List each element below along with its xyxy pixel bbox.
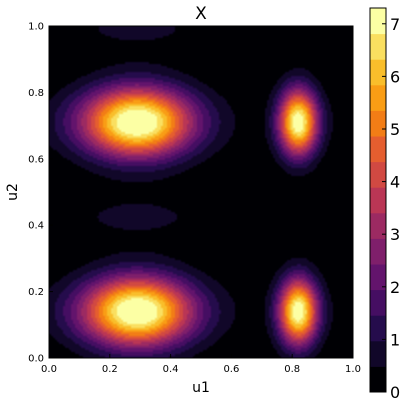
colorbar-frame (369, 7, 387, 393)
colorbar-band (370, 161, 386, 188)
colorbar: 0 1 2 3 4 5 6 7 (369, 7, 400, 400)
colorbar-band (370, 238, 386, 265)
plot-area (48, 25, 354, 359)
colorbar-band (370, 59, 386, 86)
x-tick-label: 1.0 (345, 364, 361, 375)
colorbar-tick-label: 2 (390, 278, 400, 297)
chart-title: X (195, 4, 207, 24)
colorbar-band (370, 33, 386, 60)
colorbar-tick-label: 5 (390, 120, 400, 139)
colorbar-tick-label: 3 (390, 225, 400, 244)
colorbar-tick-label: 4 (390, 173, 400, 192)
x-tick-label: 0.4 (163, 364, 179, 375)
colorbar-band (370, 289, 386, 316)
colorbar-band (370, 366, 386, 393)
x-tick-label: 0.2 (102, 364, 118, 375)
y-tick-label: 0.4 (28, 221, 44, 232)
x-axis-label: u1 (192, 380, 210, 396)
x-tick-label: 0.0 (41, 364, 57, 375)
plot-frame (48, 25, 354, 359)
x-tick-label: 0.6 (223, 364, 239, 375)
contour-fill (49, 26, 353, 358)
colorbar-band (370, 340, 386, 367)
colorbar-tick-label: 1 (390, 330, 400, 349)
y-tick-label: 1.0 (28, 22, 44, 33)
colorbar-band (370, 315, 386, 342)
x-axis: 0.0 0.2 0.4 0.6 0.8 1.0 (41, 354, 361, 375)
colorbar-band (370, 187, 386, 214)
y-tick-label: 0.6 (28, 154, 44, 165)
colorbar-tick-label: 6 (390, 67, 400, 86)
colorbar-band (370, 212, 386, 239)
x-tick-label: 0.8 (284, 364, 300, 375)
colorbar-band (370, 264, 386, 291)
colorbar-tick-label: 7 (390, 15, 400, 34)
y-tick-label: 0.2 (28, 287, 44, 298)
y-axis: 0.0 0.2 0.4 0.6 0.8 1.0 (28, 22, 53, 365)
y-tick-label: 0.0 (28, 354, 44, 365)
colorbar-band (370, 8, 386, 35)
colorbar-tick-label: 0 (390, 383, 400, 400)
colorbar-band (370, 110, 386, 137)
y-axis-label: u2 (5, 183, 21, 201)
colorbar-band (370, 136, 386, 163)
y-tick-label: 0.8 (28, 88, 44, 99)
colorbar-band (370, 84, 386, 111)
